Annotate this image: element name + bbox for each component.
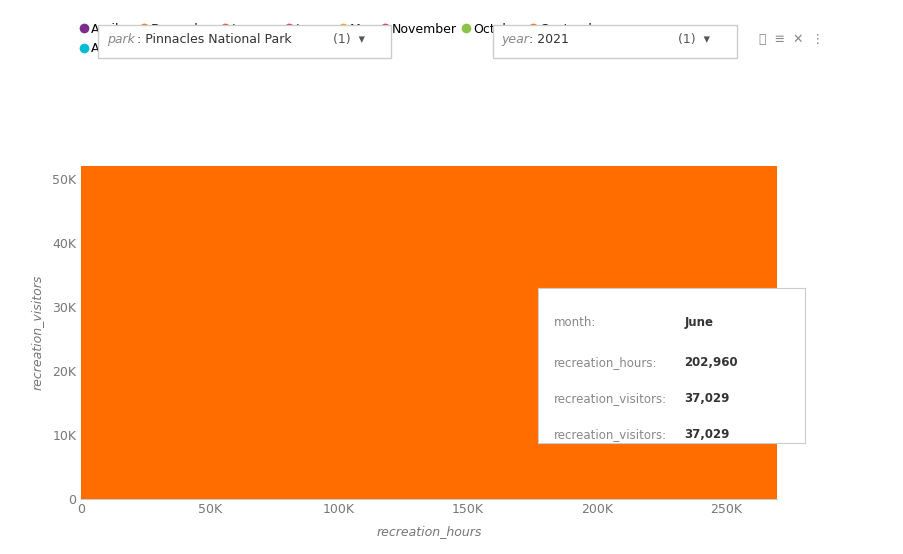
Point (434, 331, 449, 340)
Text: : Pinnacles National Park: : Pinnacles National Park (136, 33, 291, 47)
Point (319, 440, 333, 449)
Point (489, 286, 503, 295)
Point (427, 357, 442, 366)
Point (630, 229, 645, 238)
Text: recreation_visitors:: recreation_visitors: (554, 392, 666, 405)
Point (597, 258, 611, 266)
X-axis label: recreation_hours: recreation_hours (377, 525, 481, 538)
Point (661, 235, 675, 244)
Point (349, 370, 364, 378)
Text: month:: month: (554, 316, 596, 329)
Legend: April, August, December, February, January, July, June, March, May, November, Oc: April, August, December, February, Janua… (80, 23, 608, 55)
Text: recreation_hours:: recreation_hours: (554, 356, 656, 370)
Text: : 2021: : 2021 (528, 33, 568, 47)
Point (458, 344, 472, 353)
Point (494, 302, 508, 311)
Text: park: park (107, 33, 135, 47)
Text: (1)  ▾: (1) ▾ (677, 33, 709, 47)
Text: 37,029: 37,029 (684, 392, 729, 405)
Text: 37,029: 37,029 (684, 428, 729, 440)
Text: year: year (501, 33, 529, 47)
Text: June: June (684, 316, 712, 329)
Text: 🔔  ≡  ✕  ⋮: 🔔 ≡ ✕ ⋮ (759, 33, 824, 47)
Text: recreation_visitors:: recreation_visitors: (554, 428, 666, 440)
Point (368, 373, 382, 382)
Point (388, 321, 403, 330)
Text: (1)  ▾: (1) ▾ (332, 33, 364, 47)
Y-axis label: recreation_visitors: recreation_visitors (31, 275, 44, 390)
Text: 202,960: 202,960 (684, 356, 738, 370)
